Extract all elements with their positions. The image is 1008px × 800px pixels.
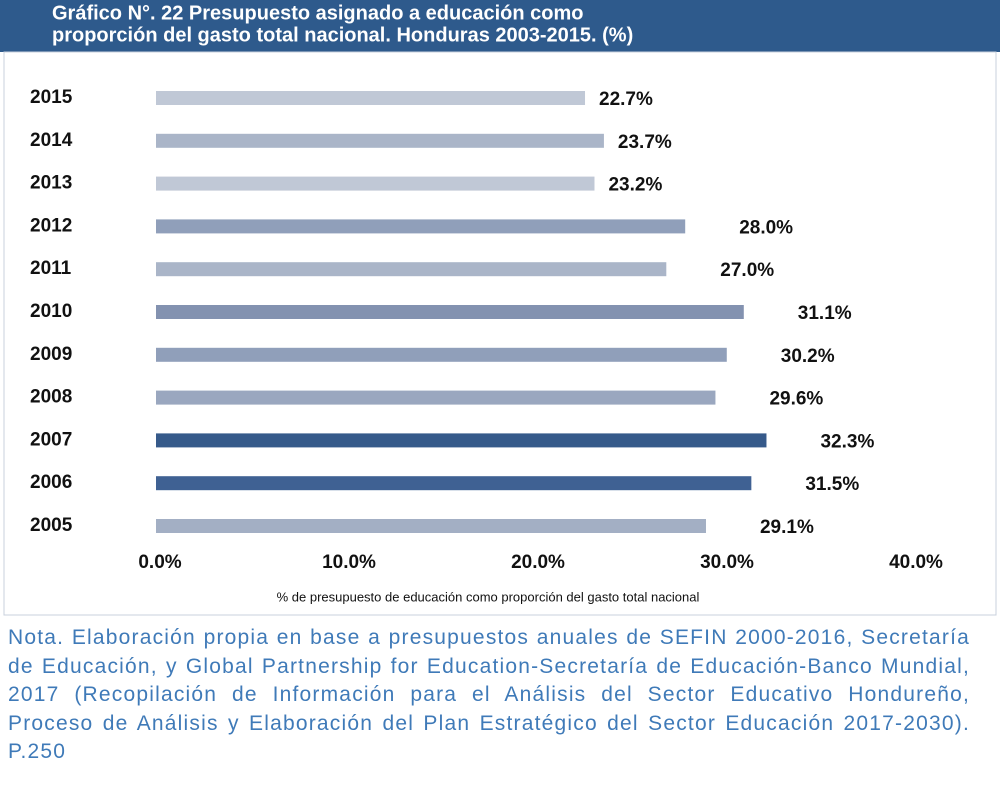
value-label: 32.3% [820, 431, 874, 452]
bar [156, 433, 767, 448]
value-label: 22.7% [599, 89, 653, 110]
y-tick-label: 2009 [30, 344, 72, 365]
value-label: 29.1% [760, 517, 814, 538]
y-tick-label: 2015 [30, 87, 73, 108]
value-label: 27.0% [720, 260, 774, 281]
x-tick-label: 40.0% [889, 552, 943, 573]
x-tick-label: 30.0% [700, 552, 754, 573]
y-tick-label: 2006 [30, 472, 72, 493]
bar [156, 262, 667, 277]
bar [156, 219, 686, 234]
bar [156, 133, 604, 148]
x-tick-label: 10.0% [322, 552, 376, 573]
note: Nota. Elaboración propia en base a presu… [8, 626, 970, 763]
y-tick-label: 2007 [30, 429, 72, 450]
value-label: 31.5% [805, 474, 859, 495]
y-tick-label: 2005 [30, 515, 73, 536]
title-bar [0, 0, 1000, 52]
bar [156, 91, 586, 105]
chart-title: Gráfico N°. 22 Presupuesto asignado a ed… [52, 2, 583, 24]
y-tick-label: 2012 [30, 215, 72, 236]
y-tick-label: 2011 [30, 258, 72, 279]
value-label: 29.6% [769, 389, 823, 410]
chart-title: proporción del gasto total nacional. Hon… [52, 24, 633, 46]
value-label: 30.2% [781, 346, 835, 367]
y-tick-label: 2014 [30, 130, 73, 151]
bar [156, 305, 744, 319]
bar [156, 347, 727, 362]
bar [156, 476, 752, 491]
value-label: 23.7% [618, 132, 672, 153]
bar [156, 176, 595, 191]
value-label: 31.1% [798, 303, 852, 324]
value-label: 23.2% [608, 175, 662, 196]
x-tick-label: 20.0% [511, 552, 565, 573]
y-tick-label: 2013 [30, 173, 72, 194]
chart: Gráfico N°. 22 Presupuesto asignado a ed… [0, 0, 1000, 616]
bar [156, 390, 716, 405]
x-axis-title: % de presupuesto de educación como propo… [277, 589, 700, 604]
bar [156, 519, 706, 533]
x-tick-label: 0.0% [138, 552, 181, 573]
y-tick-label: 2008 [30, 387, 72, 408]
y-tick-label: 2010 [30, 301, 72, 322]
value-label: 28.0% [739, 217, 793, 238]
